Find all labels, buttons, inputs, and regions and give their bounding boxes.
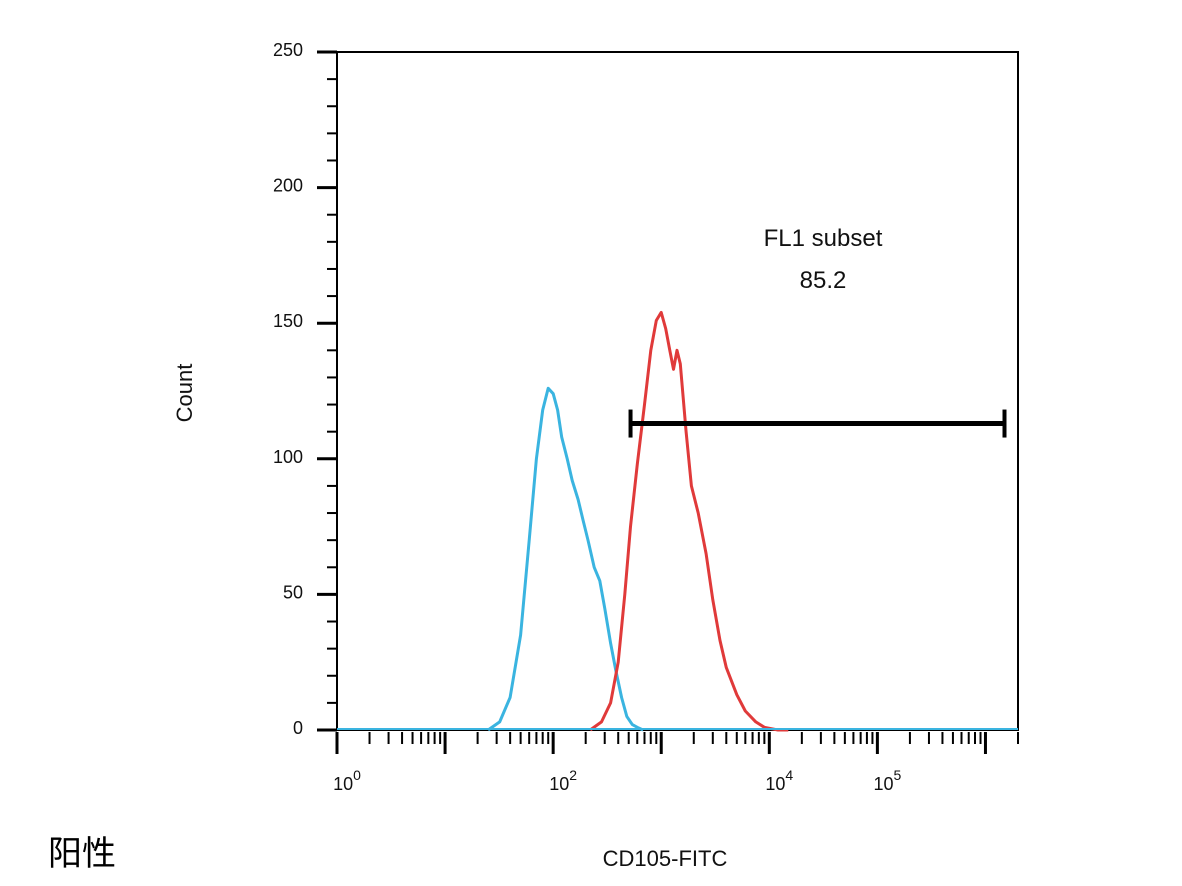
histogram-series-1 (487, 386, 644, 732)
y-tick-label: 50 (283, 582, 303, 602)
y-axis-label: Count (172, 364, 197, 423)
x-tick-label: 100 (333, 767, 361, 794)
x-tick-label: 104 (765, 767, 793, 794)
histogram-series-2 (589, 310, 789, 732)
gate-name: FL1 subset (764, 225, 883, 252)
gate-value: 85.2 (800, 267, 847, 294)
y-tick-label: 0 (293, 718, 303, 738)
plot-frame (336, 51, 1019, 731)
y-tick-label: 250 (273, 40, 303, 60)
x-tick-label: 105 (873, 767, 901, 794)
page-label: 阳性 (48, 834, 116, 874)
y-tick-label: 150 (273, 311, 303, 331)
x-tick-label: 102 (549, 767, 577, 794)
y-tick-label: 100 (273, 447, 303, 467)
x-axis-label: CD105-FITC (603, 846, 728, 871)
y-tick-label: 200 (273, 176, 303, 196)
